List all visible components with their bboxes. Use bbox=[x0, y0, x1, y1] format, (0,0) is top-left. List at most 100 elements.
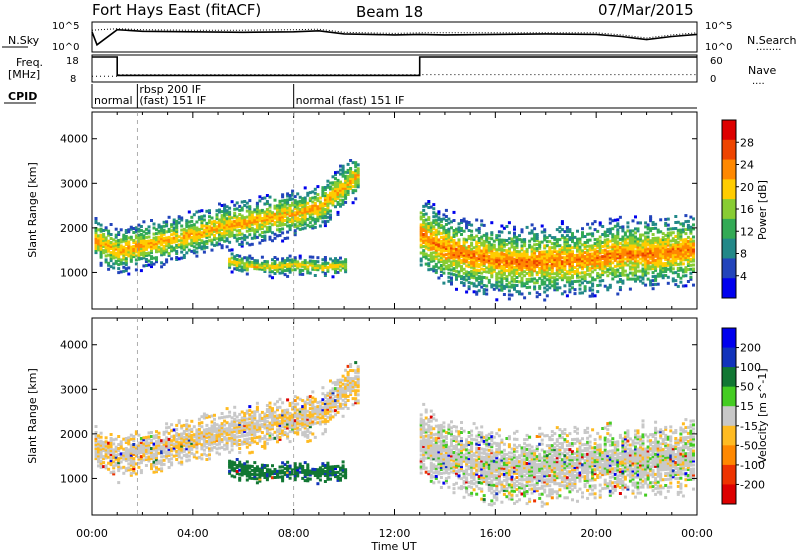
range-gate-cell bbox=[157, 435, 161, 439]
range-gate-cell bbox=[439, 270, 443, 273]
range-gate-cell bbox=[646, 265, 650, 269]
range-gate-cell bbox=[248, 413, 252, 417]
range-gate-cell bbox=[495, 298, 499, 302]
range-gate-cell bbox=[644, 267, 648, 271]
range-gate-cell bbox=[268, 435, 272, 439]
range-gate-cell bbox=[676, 272, 680, 276]
range-gate-cell bbox=[331, 175, 335, 179]
range-gate-cell bbox=[447, 263, 451, 267]
range-gate-cell bbox=[676, 262, 680, 266]
range-gate-cell bbox=[195, 234, 199, 238]
range-gate-cell bbox=[515, 284, 519, 287]
range-gate-cell bbox=[679, 280, 683, 284]
range-gate-cell bbox=[218, 426, 221, 430]
range-gate-cell bbox=[500, 246, 504, 250]
range-gate-cell bbox=[565, 230, 569, 234]
range-gate-cell bbox=[692, 269, 695, 273]
range-gate-cell bbox=[137, 455, 141, 459]
range-gate-cell bbox=[646, 235, 650, 239]
range-gate-cell bbox=[180, 246, 184, 250]
range-gate-cell bbox=[349, 169, 353, 172]
range-gate-cell bbox=[480, 275, 484, 279]
range-gate-cell bbox=[457, 242, 461, 246]
range-gate-cell bbox=[109, 449, 113, 452]
range-gate-cell bbox=[651, 221, 655, 224]
range-gate-cell bbox=[281, 413, 285, 417]
range-gate-cell bbox=[218, 222, 221, 226]
range-gate-cell bbox=[613, 270, 617, 274]
range-gate-cell bbox=[523, 238, 527, 242]
range-gate-cell bbox=[258, 199, 262, 203]
range-gate-cell bbox=[180, 238, 184, 242]
range-gate-cell bbox=[659, 268, 663, 272]
range-gate-cell bbox=[313, 191, 317, 195]
range-gate-cell bbox=[296, 224, 300, 228]
range-gate-cell bbox=[268, 235, 272, 239]
range-gate-cell bbox=[518, 238, 521, 242]
range-gate-cell bbox=[618, 241, 622, 245]
range-gate-cell bbox=[331, 187, 335, 191]
range-gate-cell bbox=[613, 258, 617, 262]
range-gate-cell bbox=[616, 224, 620, 228]
range-gate-cell bbox=[576, 269, 579, 273]
range-gate-cell bbox=[167, 437, 171, 441]
range-gate-cell bbox=[656, 258, 660, 262]
range-gate-cell bbox=[573, 266, 577, 269]
range-gate-cell bbox=[354, 171, 358, 175]
range-gate-cell bbox=[225, 239, 229, 243]
range-gate-cell bbox=[576, 229, 579, 233]
range-gate-cell bbox=[502, 262, 506, 266]
range-gate-cell bbox=[576, 239, 579, 243]
range-gate-cell bbox=[460, 261, 463, 265]
range-gate-cell bbox=[273, 206, 277, 210]
range-gate-cell bbox=[639, 243, 642, 247]
range-gate-cell bbox=[225, 213, 229, 217]
range-gate-cell bbox=[482, 233, 486, 237]
range-gate-cell bbox=[598, 275, 602, 279]
range-gate-cell bbox=[276, 428, 279, 432]
range-gate-cell bbox=[195, 446, 199, 450]
range-gate-cell bbox=[202, 414, 206, 418]
range-gate-cell bbox=[129, 257, 133, 261]
range-gate-cell bbox=[172, 220, 176, 224]
range-gate-cell bbox=[104, 248, 108, 252]
range-gate-cell bbox=[240, 220, 244, 224]
range-gate-cell bbox=[202, 246, 206, 250]
range-gate-cell bbox=[613, 244, 617, 248]
range-gate-cell bbox=[139, 253, 143, 257]
range-gate-cell bbox=[528, 269, 532, 273]
range-gate-cell bbox=[273, 264, 277, 267]
range-gate-cell bbox=[202, 230, 206, 234]
range-gate-cell bbox=[273, 262, 277, 265]
range-gate-cell bbox=[487, 260, 491, 264]
range-gate-cell bbox=[210, 248, 214, 252]
range-gate-cell bbox=[248, 207, 252, 211]
range-gate-cell bbox=[419, 211, 423, 215]
range-gate-cell bbox=[555, 258, 559, 262]
range-gate-cell bbox=[651, 239, 655, 242]
range-gate-cell bbox=[177, 217, 181, 221]
range-gate-cell bbox=[565, 242, 569, 246]
range-gate-cell bbox=[427, 268, 431, 272]
range-gate-cell bbox=[523, 244, 527, 248]
range-gate-cell bbox=[487, 268, 491, 272]
range-gate-cell bbox=[576, 271, 579, 275]
range-gate-cell bbox=[180, 436, 184, 440]
range-gate-cell bbox=[147, 431, 151, 435]
range-gate-cell bbox=[674, 279, 678, 283]
range-gate-cell bbox=[202, 214, 206, 218]
range-gate-cell bbox=[593, 294, 597, 298]
range-gate-cell bbox=[177, 239, 181, 243]
range-gate-cell bbox=[666, 267, 670, 271]
range-gate-cell bbox=[485, 260, 489, 264]
range-gate-cell bbox=[202, 434, 206, 438]
range-gate-cell bbox=[208, 453, 211, 457]
range-gate-cell bbox=[513, 261, 516, 265]
range-gate-cell bbox=[240, 416, 244, 420]
range-gate-cell bbox=[99, 439, 103, 443]
range-gate-cell bbox=[432, 245, 436, 249]
range-gate-cell bbox=[286, 210, 290, 214]
range-gate-cell bbox=[129, 449, 133, 453]
range-gate-cell bbox=[485, 246, 489, 250]
range-gate-cell bbox=[641, 249, 645, 253]
